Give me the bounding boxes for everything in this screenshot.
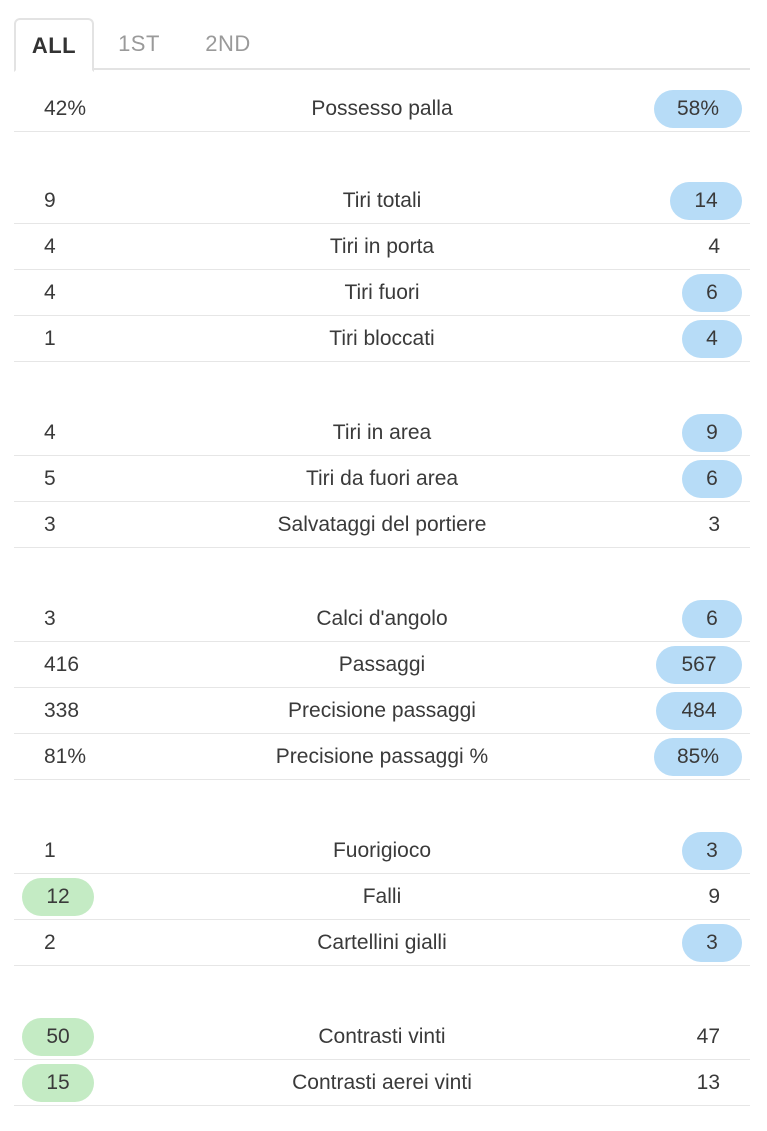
stat-label: Precisione passaggi % [275, 745, 489, 768]
away-value-highlight: 14 [670, 182, 742, 220]
stat-label: Tiri fuori [344, 281, 420, 304]
stat-row-shots-outside-box: 5 Tiri da fuori area 6 [14, 456, 750, 502]
home-value: 338 [44, 699, 80, 722]
stat-row-total-shots: 9 Tiri totali 14 [14, 178, 750, 224]
away-value-highlight: 4 [682, 320, 742, 358]
home-value: 1 [44, 327, 56, 350]
home-value: 9 [44, 189, 56, 212]
home-value-highlight: 15 [22, 1064, 94, 1102]
stat-row-yellow-cards: 2 Cartellini gialli 3 [14, 920, 750, 966]
away-value: 4 [708, 235, 720, 258]
home-value: 4 [44, 281, 56, 304]
stat-row-shots-off-target: 4 Tiri fuori 6 [14, 270, 750, 316]
stat-label: Tiri bloccati [329, 327, 435, 350]
away-value-highlight: 6 [682, 460, 742, 498]
tab-second-half[interactable]: 2ND [205, 31, 251, 56]
away-value-highlight: 85% [654, 738, 742, 776]
stat-label: Contrasti aerei vinti [292, 1071, 472, 1094]
stat-row-shots-inside-box: 4 Tiri in area 9 [14, 410, 750, 456]
home-value-highlight: 12 [22, 878, 94, 916]
stat-label: Tiri in porta [329, 235, 435, 258]
away-value-highlight: 3 [682, 832, 742, 870]
stat-label: Tiri in area [332, 421, 432, 444]
away-value-highlight: 3 [682, 924, 742, 962]
stat-label: Cartellini gialli [317, 931, 447, 954]
tab-first-half[interactable]: 1ST [118, 31, 160, 56]
away-value-highlight: 567 [656, 646, 742, 684]
home-value: 5 [44, 467, 56, 490]
away-value: 47 [696, 1025, 720, 1048]
stat-row-tackles-won: 50 Contrasti vinti 47 [14, 1014, 750, 1060]
stat-row-goalkeeper-saves: 3 Salvataggi del portiere 3 [14, 502, 750, 548]
stat-row-shots-on-target: 4 Tiri in porta 4 [14, 224, 750, 270]
home-value: 42% [44, 97, 87, 120]
stat-row-accurate-passes: 338 Precisione passaggi 484 [14, 688, 750, 734]
stat-label: Salvataggi del portiere [277, 513, 487, 536]
home-value: 2 [44, 931, 56, 954]
away-value-highlight: 9 [682, 414, 742, 452]
stat-row-corners: 3 Calci d'angolo 6 [14, 596, 750, 642]
stat-label: Falli [362, 885, 402, 908]
away-value: 3 [708, 513, 720, 536]
stat-label: Passaggi [338, 653, 426, 676]
stat-label: Precisione passaggi [288, 699, 476, 722]
stat-label: Tiri da fuori area [305, 467, 459, 490]
tab-all[interactable]: ALL [14, 18, 94, 72]
stat-row-offsides: 1 Fuorigioco 3 [14, 828, 750, 874]
stat-label: Contrasti vinti [318, 1025, 446, 1048]
away-value-highlight: 484 [656, 692, 742, 730]
home-value: 4 [44, 421, 56, 444]
away-value-highlight: 6 [682, 274, 742, 312]
period-tabs: ALL 1ST 2ND [14, 18, 750, 72]
stat-row-blocked-shots: 1 Tiri bloccati 4 [14, 316, 750, 362]
stat-label: Fuorigioco [332, 839, 432, 862]
home-value: 3 [44, 607, 56, 630]
away-value-highlight: 58% [654, 90, 742, 128]
away-value-highlight: 6 [682, 600, 742, 638]
home-value: 81% [44, 745, 87, 768]
stat-label: Possesso palla [311, 97, 453, 120]
stat-label: Tiri totali [342, 189, 422, 212]
home-value-highlight: 50 [22, 1018, 94, 1056]
away-value: 13 [696, 1071, 720, 1094]
stat-row-possession: 42% Possesso palla 58% [14, 86, 750, 132]
home-value: 3 [44, 513, 56, 536]
away-value: 9 [708, 885, 720, 908]
stat-row-pass-accuracy: 81% Precisione passaggi % 85% [14, 734, 750, 780]
home-value: 416 [44, 653, 80, 676]
stat-row-passes: 416 Passaggi 567 [14, 642, 750, 688]
home-value: 1 [44, 839, 56, 862]
stat-row-aerial-duels-won: 15 Contrasti aerei vinti 13 [14, 1060, 750, 1106]
stat-row-fouls: 12 Falli 9 [14, 874, 750, 920]
stat-label: Calci d'angolo [316, 607, 448, 630]
home-value: 4 [44, 235, 56, 258]
